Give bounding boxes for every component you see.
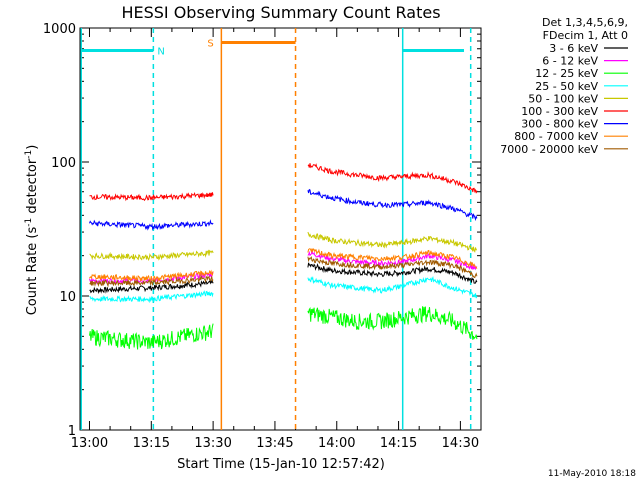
series-line-1-segment-1 [89, 279, 214, 295]
series-line-7-segment-2 [307, 188, 478, 222]
series-line-4-segment-1 [89, 290, 214, 304]
footer-date: 11-May-2010 18:18 [548, 469, 636, 479]
y-tick-label: 100 [51, 156, 76, 171]
series-line-8-segment-2 [307, 248, 478, 269]
y-axis-label-main: Count Rate (s [25, 227, 40, 316]
y-axis-label-close: ) [25, 145, 40, 150]
legend-entry-label: 800 - 7000 keV [514, 130, 598, 143]
chart-title: HESSI Observing Summary Count Rates [121, 3, 440, 22]
series-line-7-segment-1 [89, 219, 214, 231]
x-tick-label: 13:00 [71, 436, 108, 451]
y-axis-label-sup: -1 [24, 218, 34, 227]
legend-entry-label: 300 - 800 keV [521, 118, 598, 131]
series-line-8-segment-1 [89, 269, 214, 283]
legend-entry-label: 100 - 300 keV [521, 105, 598, 118]
x-tick-label: 13:30 [194, 436, 231, 451]
series-line-5-segment-2 [307, 231, 477, 253]
x-axis-label: Start Time (15-Jan-10 12:57:42) [177, 457, 385, 472]
series-line-6-segment-2 [307, 163, 478, 194]
night-label: N [157, 46, 164, 57]
x-tick-label: 13:15 [133, 436, 170, 451]
series-line-6-segment-1 [89, 191, 214, 202]
series-line-3-segment-2 [307, 306, 478, 340]
legend-header-1: Det 1,3,4,5,6,9, [542, 16, 628, 29]
series-line-9-segment-2 [307, 256, 478, 279]
y-tick-label: 10 [59, 290, 76, 305]
legend-entry-label: 25 - 50 keV [535, 80, 598, 93]
saa-label: S [207, 38, 213, 49]
x-tick-label: 14:30 [442, 436, 479, 451]
legend-entry-label: 6 - 12 keV [542, 55, 598, 68]
y-axis-label: Count Rate (s-1 detector-1) [24, 145, 40, 316]
y-axis-label-sup2: -1 [24, 150, 34, 159]
series-line-9-segment-1 [89, 275, 214, 288]
series-line-3-segment-1 [89, 323, 214, 350]
y-tick-label: 1 [68, 424, 76, 439]
legend-entry-label: 7000 - 20000 keV [500, 143, 598, 156]
legend-entry-label: 50 - 100 keV [528, 92, 598, 105]
series-line-5-segment-1 [89, 249, 214, 262]
plot-frame [79, 27, 482, 431]
x-tick-label: 14:15 [380, 436, 417, 451]
legend-entry-label: 3 - 6 keV [549, 42, 598, 55]
y-tick-label: 1000 [43, 22, 76, 37]
y-axis-label-tail: detector [25, 158, 40, 218]
x-tick-label: 14:00 [318, 436, 355, 451]
legend-entry-label: 12 - 25 keV [535, 67, 598, 80]
series-line-1-segment-2 [307, 262, 478, 284]
series-line-4-segment-2 [307, 276, 478, 299]
legend-header-2: FDecim 1, Att 0 [543, 29, 628, 42]
x-tick-label: 13:45 [256, 436, 293, 451]
plot-layer: 1 10 100 1000 13:00 13:15 13:30 13:45 14:00 14:15… [43, 22, 482, 451]
